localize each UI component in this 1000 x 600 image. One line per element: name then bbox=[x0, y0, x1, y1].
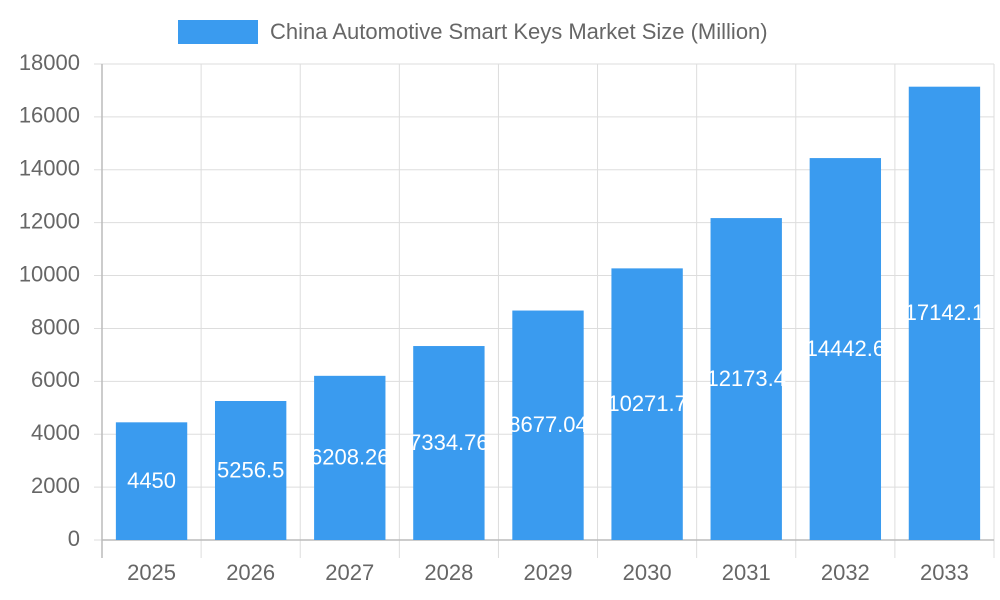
bar bbox=[908, 86, 981, 540]
y-tick-label: 0 bbox=[68, 526, 80, 551]
y-tick-label: 10000 bbox=[19, 261, 80, 286]
value-label: 4450 bbox=[127, 468, 176, 493]
value-label: 12173.4 bbox=[706, 366, 786, 391]
bar bbox=[314, 375, 386, 540]
y-tick-label: 12000 bbox=[19, 208, 80, 233]
x-tick-label: 2030 bbox=[623, 560, 672, 585]
y-tick-label: 14000 bbox=[19, 156, 80, 181]
value-label: 7334.76 bbox=[409, 430, 489, 455]
x-tick-label: 2029 bbox=[524, 560, 573, 585]
bar bbox=[413, 346, 485, 540]
bar bbox=[611, 268, 683, 540]
value-label: 6208.26 bbox=[310, 445, 390, 470]
y-tick-label: 4000 bbox=[31, 420, 80, 445]
bar bbox=[809, 158, 882, 540]
legend-swatch bbox=[178, 20, 258, 44]
value-label: 8677.04 bbox=[508, 412, 588, 437]
y-tick-label: 2000 bbox=[31, 473, 80, 498]
x-tick-label: 2028 bbox=[424, 560, 473, 585]
bar bbox=[115, 422, 188, 540]
x-tick-label: 2033 bbox=[920, 560, 969, 585]
bar bbox=[710, 218, 782, 540]
value-label: 5256.5 bbox=[217, 457, 284, 482]
bar bbox=[512, 310, 584, 540]
x-tick-label: 2027 bbox=[325, 560, 374, 585]
y-tick-label: 8000 bbox=[31, 314, 80, 339]
value-label: 17142.1 bbox=[905, 300, 985, 325]
value-label: 10271.7 bbox=[607, 391, 687, 416]
y-tick-label: 18000 bbox=[19, 50, 80, 75]
y-tick-label: 6000 bbox=[31, 367, 80, 392]
x-tick-label: 2032 bbox=[821, 560, 870, 585]
bar bbox=[214, 400, 287, 540]
value-label: 14442.6 bbox=[806, 336, 886, 361]
y-tick-label: 16000 bbox=[19, 103, 80, 128]
legend-label: China Automotive Smart Keys Market Size … bbox=[270, 19, 768, 44]
x-tick-label: 2025 bbox=[127, 560, 176, 585]
x-tick-label: 2026 bbox=[226, 560, 275, 585]
x-tick-label: 2031 bbox=[722, 560, 771, 585]
